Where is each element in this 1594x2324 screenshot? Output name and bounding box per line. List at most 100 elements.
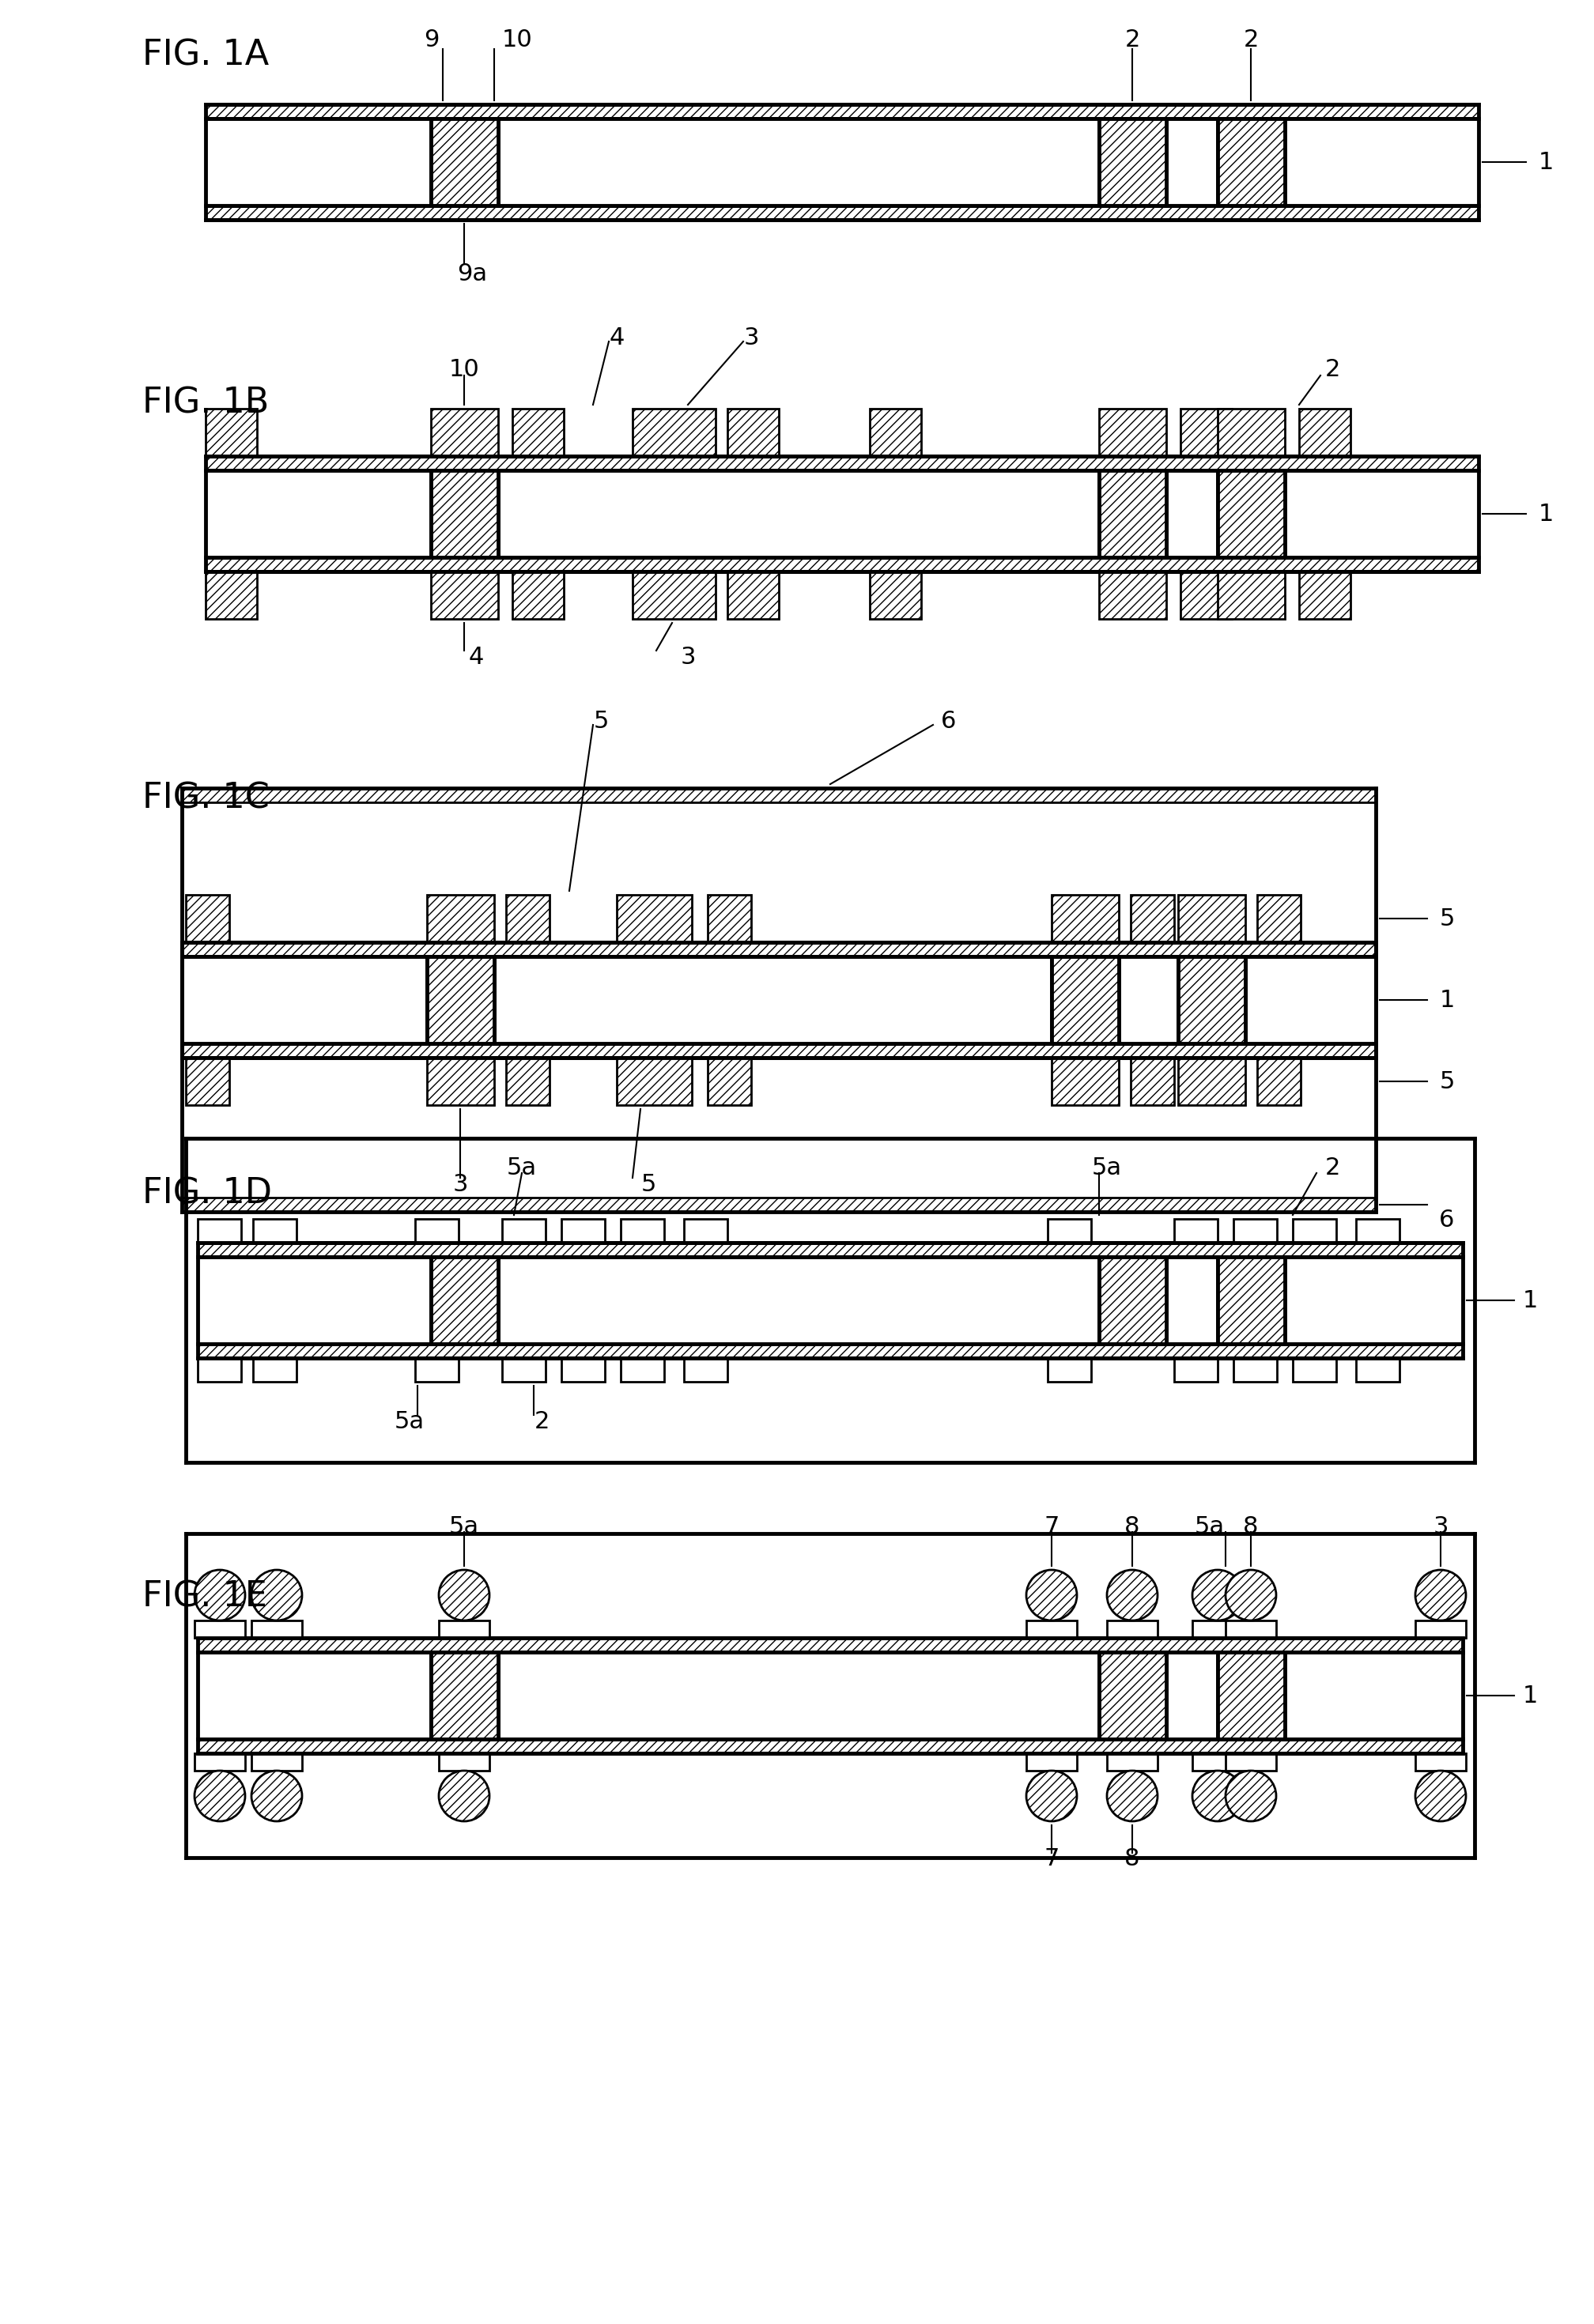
Bar — [708, 1057, 751, 1106]
Circle shape — [194, 1571, 245, 1620]
Bar — [620, 1357, 665, 1383]
Bar — [870, 572, 921, 618]
Circle shape — [194, 1771, 245, 1822]
Bar — [494, 957, 1052, 1043]
Text: 1: 1 — [1538, 151, 1554, 174]
Bar — [1167, 1257, 1218, 1343]
Text: 4: 4 — [469, 646, 483, 669]
Bar — [198, 1343, 1463, 1357]
Bar — [1098, 469, 1167, 558]
Bar — [684, 1357, 727, 1383]
Text: 2: 2 — [1325, 358, 1341, 381]
Text: 10: 10 — [450, 358, 480, 381]
Bar — [253, 1357, 296, 1383]
Bar — [1285, 119, 1479, 205]
Bar — [206, 572, 257, 618]
Bar — [561, 1357, 604, 1383]
Text: 6: 6 — [1439, 1208, 1455, 1232]
Bar — [427, 895, 494, 941]
Circle shape — [252, 1771, 301, 1822]
Bar — [430, 572, 497, 618]
Text: 5: 5 — [1439, 906, 1455, 930]
Text: FIG. 1D: FIG. 1D — [142, 1176, 273, 1211]
Bar — [620, 1218, 665, 1243]
Bar — [182, 1043, 1376, 1057]
Text: 5a: 5a — [507, 1155, 537, 1178]
Text: 8: 8 — [1124, 1848, 1140, 1871]
Text: 2: 2 — [1325, 1155, 1341, 1178]
Bar — [1175, 1357, 1218, 1383]
Bar — [1258, 895, 1301, 941]
Bar — [505, 1057, 550, 1106]
Bar — [1218, 1652, 1285, 1738]
Text: 3: 3 — [453, 1174, 469, 1195]
Bar — [1098, 572, 1167, 618]
Circle shape — [1415, 1571, 1466, 1620]
Text: 1: 1 — [1522, 1685, 1538, 1708]
Bar — [194, 1620, 245, 1638]
Bar — [502, 1357, 545, 1383]
Bar — [870, 409, 921, 456]
Bar — [438, 1620, 489, 1638]
Bar — [1226, 1620, 1277, 1638]
Bar — [617, 1057, 692, 1106]
Bar — [1052, 1057, 1119, 1106]
Text: 8: 8 — [1243, 1515, 1259, 1538]
Bar — [198, 1652, 430, 1738]
Bar — [198, 1357, 241, 1383]
Bar — [1098, 1652, 1167, 1738]
Text: 4: 4 — [609, 325, 625, 349]
Bar — [502, 1218, 545, 1243]
Text: 7: 7 — [1044, 1515, 1060, 1538]
Text: 8: 8 — [1124, 1515, 1140, 1538]
Circle shape — [438, 1571, 489, 1620]
Circle shape — [1106, 1771, 1157, 1822]
Bar — [684, 1218, 727, 1243]
Text: 2: 2 — [1125, 28, 1140, 51]
Bar — [1415, 1752, 1466, 1771]
Bar — [1299, 409, 1350, 456]
Bar — [561, 1218, 604, 1243]
Bar — [1192, 1620, 1243, 1638]
Bar — [206, 205, 1479, 221]
Bar — [1234, 1357, 1277, 1383]
Bar — [1415, 1620, 1466, 1638]
Text: 5a: 5a — [394, 1411, 424, 1432]
Bar — [1218, 572, 1285, 618]
Bar — [1027, 1752, 1078, 1771]
Text: 5a: 5a — [1092, 1155, 1122, 1178]
Bar — [430, 119, 497, 205]
Bar — [1175, 1218, 1218, 1243]
Text: 9: 9 — [424, 28, 438, 51]
Bar — [427, 957, 494, 1043]
Text: 5a: 5a — [1194, 1515, 1224, 1538]
Bar — [182, 1197, 1376, 1211]
Bar — [1285, 469, 1479, 558]
Bar — [1052, 895, 1119, 941]
Bar — [1047, 1357, 1092, 1383]
Bar — [198, 1257, 430, 1343]
Circle shape — [1106, 1571, 1157, 1620]
Bar — [1285, 1257, 1463, 1343]
Text: FIG. 1C: FIG. 1C — [142, 781, 269, 816]
Bar — [1285, 1652, 1463, 1738]
Bar — [430, 409, 497, 456]
Bar — [1167, 119, 1218, 205]
Bar — [727, 409, 779, 456]
Bar — [198, 1218, 241, 1243]
Bar — [1218, 1257, 1285, 1343]
Bar — [206, 105, 1479, 119]
Bar — [1181, 572, 1232, 618]
Bar — [1218, 469, 1285, 558]
Bar — [1181, 409, 1232, 456]
Bar — [206, 469, 430, 558]
Bar — [1106, 1752, 1157, 1771]
Circle shape — [1415, 1771, 1466, 1822]
Text: 1: 1 — [1538, 502, 1554, 525]
Bar — [414, 1357, 459, 1383]
Circle shape — [1027, 1771, 1078, 1822]
Bar — [198, 1638, 1463, 1652]
Text: 5: 5 — [1439, 1069, 1455, 1092]
Bar — [1245, 957, 1376, 1043]
Text: FIG. 1E: FIG. 1E — [142, 1580, 268, 1613]
